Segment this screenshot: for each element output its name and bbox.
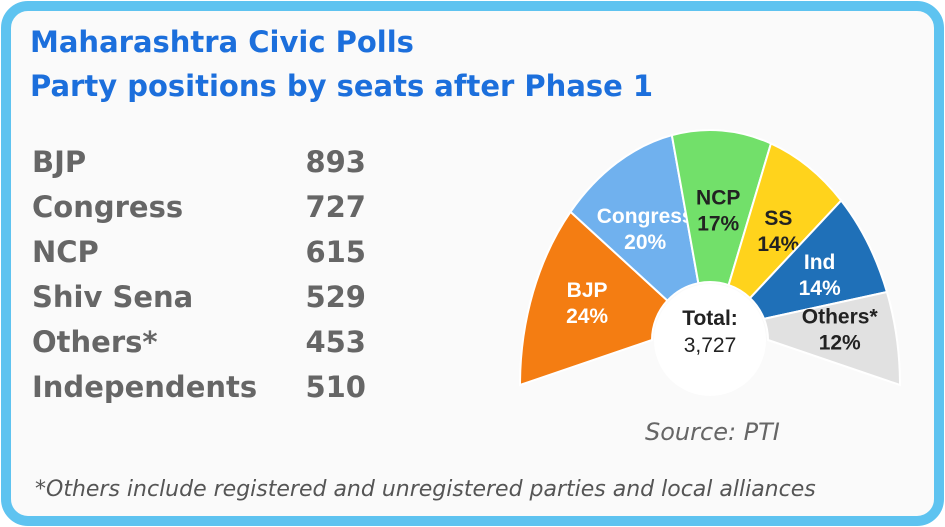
- footnote: *Others include registered and unregiste…: [35, 477, 816, 502]
- party-name: Others*: [32, 325, 158, 359]
- segment-name: NCP: [696, 186, 740, 209]
- donut-segment: [670, 129, 773, 287]
- segment-name: Congress: [597, 205, 694, 228]
- party-name: Shiv Sena: [32, 280, 193, 314]
- segment-value: 17%: [697, 212, 739, 235]
- party-name: Congress: [32, 190, 183, 224]
- donut-segment: [569, 133, 700, 303]
- segment-name: Others*: [802, 305, 879, 328]
- donut-segment: [762, 290, 902, 387]
- segment-name: Ind: [804, 251, 836, 274]
- seat-count: 615: [305, 235, 366, 269]
- subtitle: Party positions by seats after Phase 1: [30, 69, 653, 103]
- source: Source: PTI: [645, 418, 780, 446]
- segment-name: BJP: [567, 279, 608, 302]
- center-value: 3,727: [684, 334, 737, 357]
- segment-name: SS: [764, 207, 792, 230]
- party-name: BJP: [32, 145, 86, 179]
- segment-value: 24%: [566, 305, 608, 328]
- donut-segment: [727, 142, 843, 300]
- seat-count: 893: [305, 145, 366, 179]
- donut-segment: [748, 198, 889, 321]
- seat-count: 727: [305, 190, 366, 224]
- segment-value: 14%: [799, 277, 841, 300]
- seat-count: 510: [305, 370, 366, 404]
- segment-value: 14%: [757, 233, 799, 256]
- party-name: NCP: [32, 235, 99, 269]
- center-hole: [654, 284, 766, 396]
- donut-segment: [518, 210, 669, 387]
- center-label: Total:: [682, 307, 738, 330]
- party-name: Independents: [32, 370, 257, 404]
- seat-count: 529: [305, 280, 366, 314]
- segment-value: 12%: [819, 331, 861, 354]
- title: Maharashtra Civic Polls: [30, 25, 414, 59]
- segment-value: 20%: [624, 231, 666, 254]
- seat-count: 453: [305, 325, 366, 359]
